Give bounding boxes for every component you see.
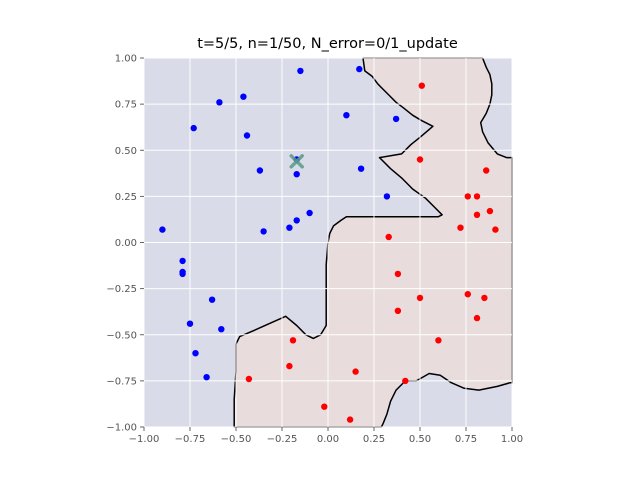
y-tick-label: 0.00 xyxy=(115,238,137,249)
data-points xyxy=(159,65,499,423)
data-point-series-0 xyxy=(306,209,313,217)
data-point-series-1 xyxy=(394,270,402,278)
data-point-series-0 xyxy=(218,326,225,333)
data-point-series-1 xyxy=(464,291,471,298)
data-point-series-1 xyxy=(416,294,424,302)
data-point-series-0 xyxy=(192,350,199,357)
data-point-series-0 xyxy=(293,171,300,178)
data-point-series-1 xyxy=(289,337,297,344)
y-tick-label: −0.50 xyxy=(106,330,137,341)
y-tick-label: 1.00 xyxy=(115,54,137,65)
data-point-series-1 xyxy=(416,156,424,163)
data-point-series-0 xyxy=(203,374,210,381)
data-point-series-0 xyxy=(392,115,400,123)
data-point-series-0 xyxy=(383,193,391,200)
data-point-series-0 xyxy=(256,167,264,174)
data-point-series-1 xyxy=(418,82,425,89)
data-point-series-0 xyxy=(286,224,293,231)
data-point-series-1 xyxy=(473,314,481,322)
data-point-series-0 xyxy=(343,112,350,119)
x-tick-label: 0.25 xyxy=(363,434,385,445)
data-point-series-0 xyxy=(179,270,186,278)
data-point-series-1 xyxy=(385,233,392,241)
data-point-series-1 xyxy=(321,403,328,410)
y-tick-label: 0.50 xyxy=(115,146,137,157)
gridlines xyxy=(143,57,513,428)
x-axis-ticks: −1.00 −0.75 −0.50 −0.25 0.00 0.25 0.50 0.75 1.00 xyxy=(129,427,523,445)
highlight-marker xyxy=(289,154,304,169)
data-point-series-1 xyxy=(352,368,359,375)
x-tick-label: 1.00 xyxy=(501,434,523,445)
x-tick-label: −1.00 xyxy=(129,434,160,445)
data-point-series-1 xyxy=(481,294,488,302)
data-point-series-0 xyxy=(243,132,251,139)
data-point-series-0 xyxy=(216,99,223,106)
highlight-cross-icon xyxy=(289,154,304,169)
data-point-series-0 xyxy=(240,93,247,100)
y-tick-label: 0.25 xyxy=(115,192,137,203)
data-point-series-0 xyxy=(179,257,186,265)
chart-title: t=5/5, n=1/50, N_error=0/1_update xyxy=(197,36,458,52)
data-point-series-1 xyxy=(402,377,409,385)
data-point-series-1 xyxy=(346,416,354,423)
plot-area xyxy=(143,57,513,428)
x-tick-label: 0.75 xyxy=(455,434,477,445)
data-point-series-1 xyxy=(473,211,481,218)
y-tick-label: −1.00 xyxy=(106,423,137,434)
data-point-series-0 xyxy=(208,296,216,303)
data-point-series-1 xyxy=(435,337,442,344)
data-point-series-0 xyxy=(159,226,166,233)
data-point-series-0 xyxy=(190,124,197,132)
data-point-series-1 xyxy=(483,167,490,174)
data-point-series-1 xyxy=(492,226,499,233)
data-point-series-1 xyxy=(394,307,402,314)
y-tick-label: −0.75 xyxy=(106,376,137,387)
data-point-series-0 xyxy=(293,217,300,224)
data-point-series-1 xyxy=(464,193,471,200)
data-point-series-1 xyxy=(245,375,253,383)
data-point-series-1 xyxy=(486,207,494,215)
x-tick-label: −0.75 xyxy=(175,434,206,445)
y-tick-label: 0.75 xyxy=(115,100,137,111)
data-point-series-1 xyxy=(473,193,481,200)
data-point-series-0 xyxy=(260,228,267,235)
data-point-series-0 xyxy=(357,165,365,172)
y-tick-label: −0.25 xyxy=(106,284,137,295)
data-point-series-0 xyxy=(297,67,304,75)
x-tick-label: −0.50 xyxy=(221,434,252,445)
y-axis-ticks: −1.00 −0.75 −0.50 −0.25 0.00 0.25 0.50 0.75 1.00 xyxy=(106,54,144,434)
data-point-series-0 xyxy=(186,320,194,327)
data-point-series-1 xyxy=(457,224,464,231)
data-point-series-0 xyxy=(356,65,363,73)
x-tick-label: 0.00 xyxy=(317,434,339,445)
data-point-series-1 xyxy=(286,362,293,370)
x-tick-label: 0.50 xyxy=(409,434,431,445)
x-tick-label: −0.25 xyxy=(267,434,298,445)
